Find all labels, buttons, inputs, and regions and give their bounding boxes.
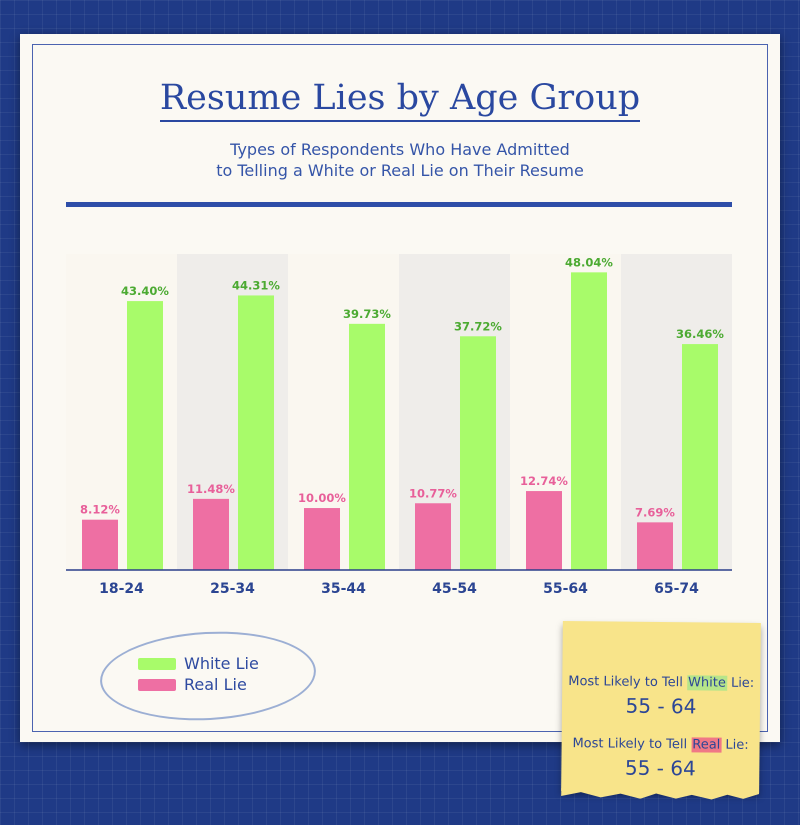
bar-white-lie (682, 344, 718, 570)
legend-label-real: Real Lie (184, 675, 247, 694)
data-label: 36.46% (676, 327, 724, 341)
bar-white-lie (571, 272, 607, 570)
data-label: 8.12% (80, 503, 120, 517)
data-label: 43.40% (121, 284, 169, 298)
note-real-value: 55 - 64 (624, 755, 696, 781)
bar-chart: 8.12% 43.40% 18-24 11.48% 44.31% 25-34 10.00% 3… (66, 254, 732, 597)
bar-real-lie (304, 508, 340, 570)
x-tick-label: 45-54 (432, 581, 477, 597)
bar-white-lie (460, 336, 496, 570)
note-white-word: White (686, 675, 727, 691)
x-tick-label: 25-34 (210, 581, 255, 597)
bar-white-lie (127, 301, 163, 570)
chart-title-text: Resume Lies by Age Group (159, 78, 641, 122)
data-label: 12.74% (520, 474, 568, 488)
x-tick-label: 55-64 (543, 581, 588, 597)
sticky-note: Most Likely to Tell White Lie: 55 - 64 M… (561, 620, 761, 793)
note-white-prefix: Most Likely to Tell (568, 674, 688, 691)
paper-border (32, 44, 768, 732)
note-white-value: 55 - 64 (625, 693, 697, 719)
data-label: 11.48% (187, 482, 235, 496)
title-divider (66, 202, 732, 207)
bar-real-lie (415, 503, 451, 570)
data-label: 39.73% (343, 307, 391, 321)
chart-subtitle-line2: to Telling a White or Real Lie on Their … (216, 161, 584, 180)
note-white-suffix: Lie: (726, 675, 755, 691)
legend-swatch-white (138, 658, 176, 670)
note-real-word: Real (691, 737, 722, 753)
bar-white-lie (238, 295, 274, 570)
legend-swatch-real (138, 679, 176, 691)
note-torn-edge (561, 788, 759, 800)
note-real-prefix: Most Likely to Tell (572, 736, 692, 753)
chart-bars (82, 272, 718, 570)
bar-real-lie (637, 522, 673, 570)
data-label: 10.00% (298, 491, 346, 505)
chart-subtitle-line1: Types of Respondents Who Have Admitted (230, 140, 570, 159)
chart-bands (66, 254, 732, 570)
data-label: 44.31% (232, 278, 280, 292)
x-tick-label: 18-24 (99, 581, 144, 597)
note-real-suffix: Lie: (721, 737, 749, 753)
note-white-heading: Most Likely to Tell White Lie: (562, 674, 760, 691)
note-real-heading: Most Likely to Tell Real Lie: (562, 736, 760, 753)
chart-title: Resume Lies by Age Group (0, 78, 800, 122)
data-label: 37.72% (454, 319, 502, 333)
data-label: 48.04% (565, 255, 613, 269)
bar-real-lie (82, 519, 118, 570)
bar-real-lie (193, 498, 229, 570)
data-label: 10.77% (409, 486, 457, 500)
x-tick-label: 35-44 (321, 581, 366, 597)
bar-real-lie (526, 491, 562, 570)
bar-white-lie (349, 323, 385, 570)
x-tick-label: 65-74 (654, 581, 699, 597)
chart-labels: 8.12% 43.40% 18-24 11.48% 44.31% 25-34 10.00% 3… (80, 255, 724, 597)
data-label: 7.69% (635, 505, 675, 519)
legend-label-white: White Lie (184, 654, 259, 673)
